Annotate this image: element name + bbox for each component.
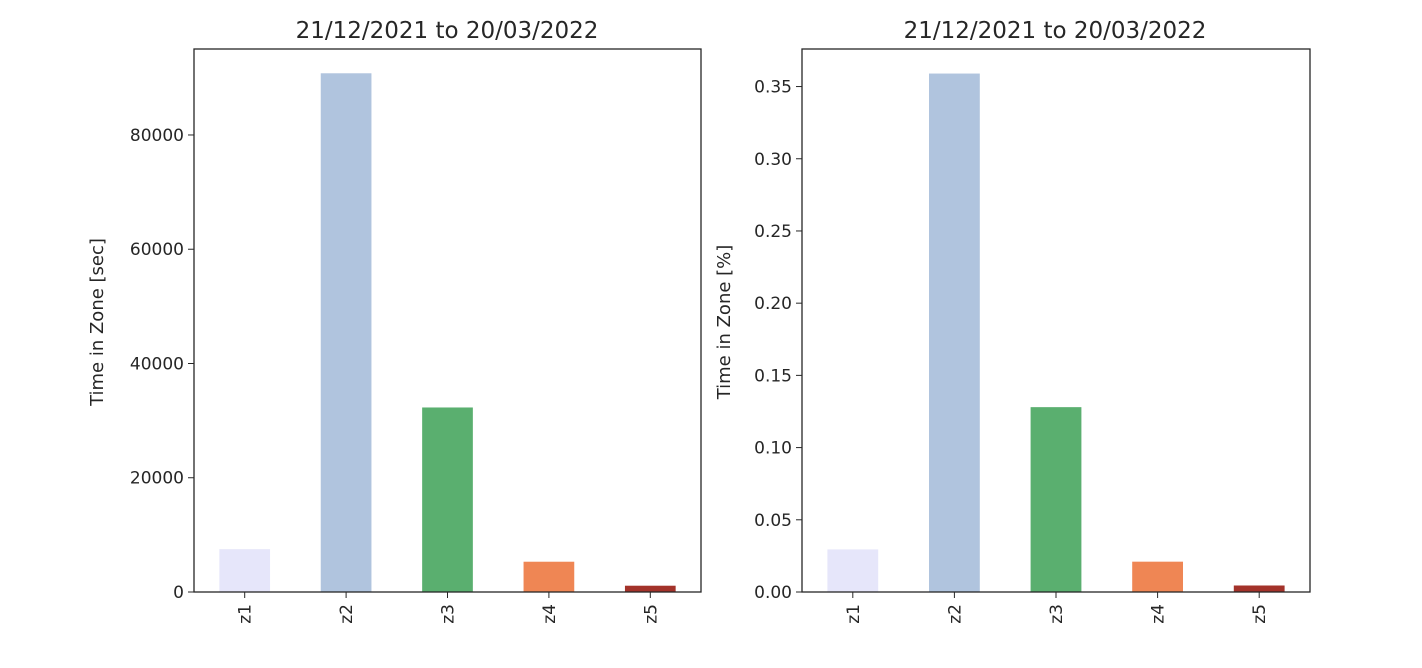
y-tick-label: 0.00 — [754, 583, 792, 603]
y-tick-label: 0.15 — [754, 366, 792, 386]
x-tick-label: z5 — [641, 604, 661, 624]
bars — [219, 73, 676, 593]
x-tick-label: z3 — [439, 604, 459, 624]
y-tick-label: 80000 — [130, 126, 184, 146]
y-ticks: 0 20000 40000 60000 80000 — [130, 126, 194, 603]
y-tick-label: 20000 — [130, 469, 184, 489]
bar-z5 — [1233, 585, 1285, 592]
plot-frame — [801, 48, 1311, 593]
x-tick-label: z3 — [1047, 604, 1067, 624]
bar-z5 — [624, 585, 676, 592]
y-tick-label: 60000 — [130, 240, 184, 260]
x-tick-label: z1 — [236, 604, 256, 624]
y-tick-label: 0 — [173, 583, 184, 603]
y-axis-label: Time in Zone [sec] — [87, 238, 108, 407]
y-tick-label: 0.05 — [754, 511, 792, 531]
x-tick-label: z4 — [1149, 604, 1169, 624]
x-tick-label: z2 — [945, 604, 965, 624]
y-axis-label: Time in Zone [%] — [714, 245, 735, 401]
y-ticks: 0.00 0.05 0.10 0.15 0.20 0.25 0.30 0.35 — [754, 78, 802, 603]
bar-z3 — [1030, 407, 1082, 592]
bar-z1 — [827, 549, 879, 592]
bar-z2 — [320, 73, 372, 593]
y-tick-label: 0.30 — [754, 150, 792, 170]
y-tick-label: 0.25 — [754, 222, 792, 242]
bar-z2 — [929, 73, 980, 592]
bar-z4 — [1132, 561, 1183, 592]
x-tick-label: z1 — [844, 604, 864, 624]
chart-title: 21/12/2021 to 20/03/2022 — [904, 18, 1207, 44]
plot-frame — [193, 48, 702, 593]
x-tick-label: z2 — [337, 604, 357, 624]
bar-z1 — [219, 549, 271, 592]
y-tick-label: 0.35 — [754, 78, 792, 98]
chart-title: 21/12/2021 to 20/03/2022 — [296, 18, 599, 44]
x-tick-label: z4 — [540, 604, 560, 624]
x-tick-label: z5 — [1250, 604, 1270, 624]
chart-percent: 21/12/2021 to 20/03/2022 Time in Zone [%… — [714, 18, 1311, 624]
x-ticks: z1 z2 z3 z4 z5 — [236, 592, 661, 624]
bars — [827, 73, 1285, 592]
bar-z4 — [523, 561, 575, 592]
y-tick-label: 0.20 — [754, 294, 792, 314]
chart-sec: 21/12/2021 to 20/03/2022 Time in Zone [s… — [87, 18, 702, 624]
x-ticks: z1 z2 z3 z4 z5 — [844, 592, 1270, 624]
bar-z3 — [422, 407, 473, 592]
y-tick-label: 0.10 — [754, 439, 792, 459]
y-tick-label: 40000 — [130, 354, 184, 374]
